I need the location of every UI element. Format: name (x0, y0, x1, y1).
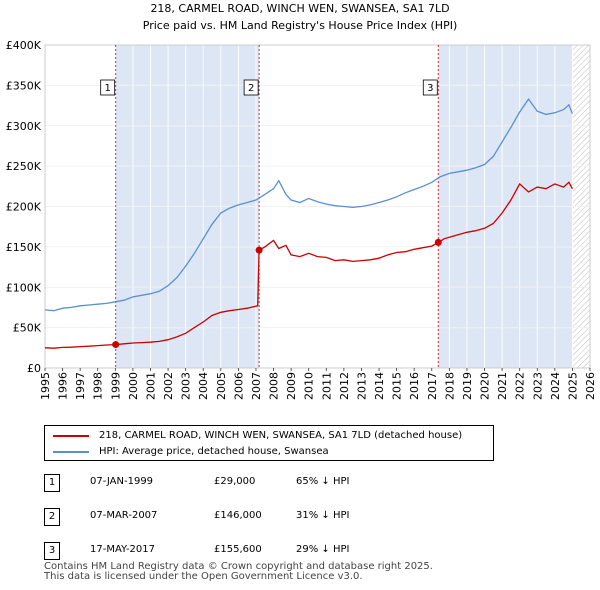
plot-frame (44, 44, 591, 369)
sale-row: 3 17-MAY-2017 £155,600 29% ↓ HPI (44, 540, 374, 574)
y-tick-label: £350K (6, 79, 42, 92)
sale-row: 2 07-MAR-2007 £146,000 31% ↓ HPI (44, 506, 374, 540)
sale-number: 1 (44, 474, 60, 492)
x-tick-label: 2023 (531, 372, 544, 400)
sale-point (255, 246, 263, 254)
footer-line-1: Contains HM Land Registry data © Crown c… (44, 561, 433, 572)
x-tick-label: 2001 (144, 372, 157, 400)
chart-title: 218, CARMEL ROAD, WINCH WEN, SWANSEA, SA… (150, 2, 449, 15)
x-tick-label: 2025 (566, 372, 579, 400)
legend-swatch-hpi (53, 451, 89, 453)
sale-marker-box (422, 79, 438, 96)
sale-marker-label: 1 (104, 83, 110, 94)
sale-point (112, 341, 120, 349)
x-tick-label: 2016 (408, 372, 421, 400)
x-tick-label: 2013 (355, 372, 368, 400)
x-tick-label: 1996 (57, 372, 70, 400)
sale-hpi-diff: 29% ↓ HPI (296, 544, 350, 555)
sale-date: 07-MAR-2007 (90, 510, 158, 521)
legend-swatch-property (53, 435, 89, 437)
x-tick-label: 2017 (426, 372, 439, 400)
x-tick-label: 2003 (180, 372, 193, 400)
footer-line-2: This data is licensed under the Open Gov… (44, 571, 363, 582)
legend-label-hpi: HPI: Average price, detached house, Swan… (99, 446, 329, 457)
legend-label-property: 218, CARMEL ROAD, WINCH WEN, SWANSEA, SA… (99, 430, 463, 441)
x-tick-label: 1998 (92, 372, 105, 400)
x-tick-label: 2014 (373, 372, 386, 400)
x-tick-label: 2006 (232, 372, 245, 400)
marker-layer: 1 2 3 (100, 79, 442, 349)
sale-price: £146,000 (214, 510, 262, 521)
x-tick-label: 1997 (74, 372, 87, 400)
x-tick-label: 1995 (39, 372, 52, 400)
x-tick-label: 2018 (443, 372, 456, 400)
y-tick-label: £250K (6, 160, 42, 173)
y-tick-label: £150K (6, 241, 42, 254)
sale-date: 07-JAN-1999 (90, 476, 154, 487)
sale-guidelines (115, 45, 439, 368)
footer: Contains HM Land Registry data © Crown c… (44, 562, 433, 582)
y-tick-label: £50K (13, 322, 42, 335)
x-tick-label: 2008 (268, 372, 281, 400)
x-tick-label: 2019 (461, 372, 474, 400)
sale-marker-box (100, 79, 116, 96)
sale-point (434, 238, 442, 246)
x-tick-label: 2007 (250, 372, 263, 400)
legend: 218, CARMEL ROAD, WINCH WEN, SWANSEA, SA… (44, 425, 494, 461)
x-tick-label: 2009 (285, 372, 298, 400)
sale-marker-label: 3 (427, 83, 433, 94)
sale-price: £155,600 (214, 544, 262, 555)
x-tick-label: 2002 (162, 372, 175, 400)
sale-number: 2 (44, 508, 60, 526)
x-tick-label: 2026 (584, 372, 597, 400)
y-tick-label: £0 (27, 362, 41, 375)
sales-table: 1 07-JAN-1999 £29,000 65% ↓ HPI 2 07-MAR… (44, 472, 374, 574)
sale-price: £29,000 (214, 476, 256, 487)
x-tick-label: 1999 (109, 372, 122, 400)
axis-labels: £0 £50K £100K £150K £200K £250K £300K £350K £400… (6, 39, 597, 400)
chart-subtitle: Price paid vs. HM Land Registry's House … (143, 19, 458, 32)
x-tick-label: 2021 (496, 372, 509, 400)
x-tick-label: 2020 (479, 372, 492, 400)
series-layer (44, 97, 574, 349)
sale-date: 17-MAY-2017 (90, 544, 156, 555)
sale-hpi-diff: 65% ↓ HPI (296, 476, 350, 487)
x-tick-label: 2024 (549, 372, 562, 400)
sale-row: 1 07-JAN-1999 £29,000 65% ↓ HPI (44, 472, 374, 506)
sale-marker-box (243, 79, 259, 96)
price-chart: 218, CARMEL ROAD, WINCH WEN, SWANSEA, SA… (6, 2, 597, 400)
x-tick-label: 2011 (320, 372, 333, 400)
y-tick-label: £400K (6, 39, 42, 52)
x-tick-label: 2000 (127, 372, 140, 400)
x-tick-label: 2004 (197, 372, 210, 400)
y-tick-label: £200K (6, 201, 42, 214)
sale-number: 3 (44, 542, 60, 560)
x-tick-label: 2015 (391, 372, 404, 400)
y-tick-label: £100K (6, 281, 42, 294)
x-tick-label: 2005 (215, 372, 228, 400)
hpi-line (44, 97, 574, 312)
price-paid-line (44, 181, 573, 349)
sale-marker-label: 2 (248, 83, 254, 94)
y-tick-label: £300K (6, 120, 42, 133)
sale-hpi-diff: 31% ↓ HPI (296, 510, 350, 521)
x-tick-label: 2012 (338, 372, 351, 400)
x-tick-label: 2022 (514, 372, 527, 400)
x-tick-label: 2010 (303, 372, 316, 400)
